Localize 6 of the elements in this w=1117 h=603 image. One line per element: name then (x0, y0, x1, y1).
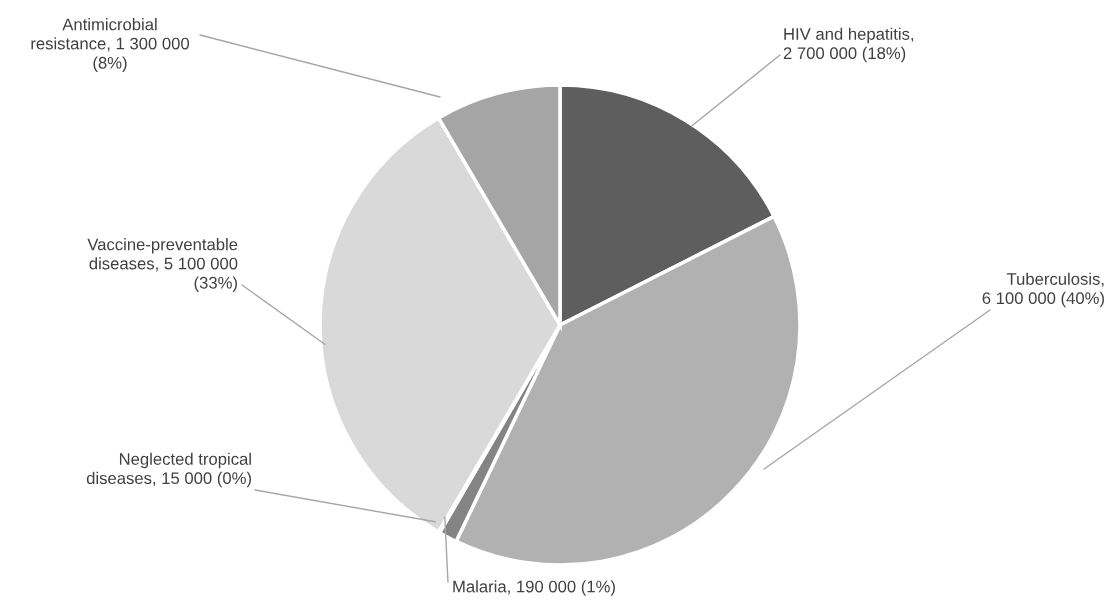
slice-label: HIV and hepatitis, 2 700 000 (18%) (783, 27, 914, 63)
slice-label: Antimicrobial resistance, 1 300 000 (8%) (31, 18, 190, 72)
slice-label: Tuberculosis, 6 100 000 (40%) (982, 272, 1104, 308)
slice-label: Vaccine-preventable diseases, 5 100 000 (33%) (87, 238, 238, 292)
slice-label: Neglected tropical diseases, 15 000 (0%) (86, 452, 251, 488)
slice-label: Malaria, 190 000 (1%) (453, 580, 615, 596)
